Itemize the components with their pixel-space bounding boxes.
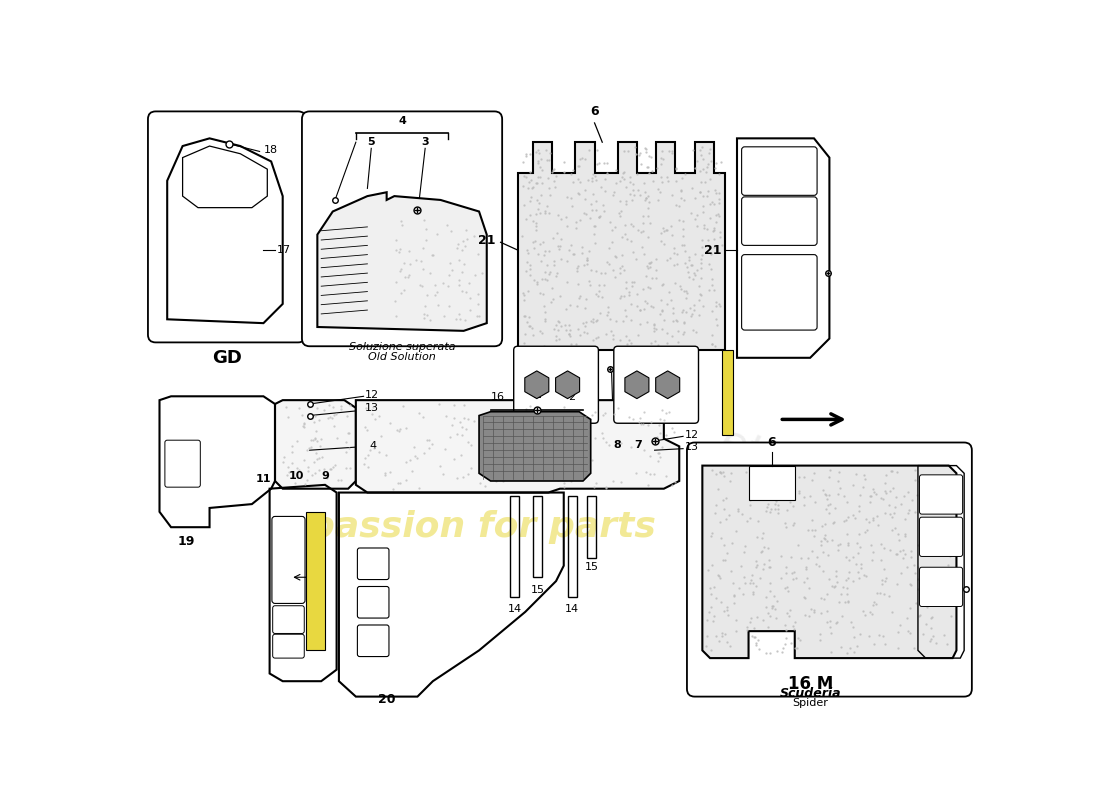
Text: 14: 14 (565, 604, 580, 614)
FancyBboxPatch shape (165, 440, 200, 487)
Text: etiuda85: etiuda85 (712, 420, 909, 542)
Polygon shape (703, 466, 957, 658)
Text: 19: 19 (178, 535, 195, 548)
FancyBboxPatch shape (301, 111, 502, 346)
Text: Old Solution: Old Solution (368, 353, 436, 362)
Polygon shape (517, 142, 726, 350)
Text: 3: 3 (421, 138, 429, 147)
FancyBboxPatch shape (514, 346, 598, 423)
Text: 11: 11 (255, 474, 271, 484)
Text: 17: 17 (277, 245, 292, 255)
Text: 6: 6 (591, 105, 598, 118)
Polygon shape (722, 350, 733, 435)
Text: 16: 16 (492, 393, 505, 402)
Text: a passion for parts: a passion for parts (272, 510, 656, 544)
FancyBboxPatch shape (358, 625, 389, 657)
Text: 7: 7 (578, 438, 585, 449)
FancyBboxPatch shape (741, 254, 817, 330)
FancyBboxPatch shape (920, 517, 962, 557)
Text: 15: 15 (530, 585, 544, 595)
Text: GD: GD (212, 349, 242, 366)
Polygon shape (656, 371, 680, 398)
Text: Spider: Spider (792, 698, 828, 708)
FancyBboxPatch shape (358, 548, 389, 579)
Text: Soluzione superata: Soluzione superata (349, 342, 455, 352)
Polygon shape (356, 400, 680, 493)
Text: 13: 13 (684, 442, 699, 452)
Text: 14: 14 (507, 604, 521, 614)
FancyBboxPatch shape (741, 197, 817, 246)
Text: 13: 13 (365, 403, 380, 413)
Text: 20: 20 (378, 693, 395, 706)
Text: 4: 4 (398, 117, 406, 126)
Polygon shape (625, 371, 649, 398)
Text: 9: 9 (321, 470, 329, 481)
Text: 2: 2 (568, 393, 575, 402)
FancyBboxPatch shape (686, 442, 972, 697)
Polygon shape (749, 466, 794, 500)
Polygon shape (480, 412, 591, 481)
Text: 10: 10 (289, 470, 305, 481)
Text: 1: 1 (532, 388, 541, 401)
Polygon shape (525, 371, 549, 398)
Polygon shape (275, 400, 356, 489)
FancyBboxPatch shape (920, 475, 962, 514)
FancyBboxPatch shape (272, 517, 305, 603)
Text: 18: 18 (264, 145, 277, 155)
Text: 4: 4 (368, 442, 376, 451)
FancyBboxPatch shape (741, 147, 817, 195)
Text: Scuderia: Scuderia (780, 687, 840, 700)
Polygon shape (306, 512, 326, 650)
Polygon shape (556, 371, 580, 398)
Text: 5: 5 (367, 138, 375, 147)
FancyBboxPatch shape (273, 606, 305, 634)
FancyBboxPatch shape (920, 567, 962, 606)
FancyBboxPatch shape (614, 346, 698, 423)
Polygon shape (318, 192, 486, 331)
Text: 21: 21 (478, 234, 496, 247)
Text: 7: 7 (635, 440, 642, 450)
FancyBboxPatch shape (358, 586, 389, 618)
Text: 16 M: 16 M (788, 675, 833, 693)
Text: 21: 21 (704, 243, 722, 257)
Text: 12: 12 (684, 430, 699, 440)
Text: 6: 6 (768, 436, 776, 449)
Text: 12: 12 (365, 390, 380, 400)
Text: 15: 15 (584, 562, 598, 572)
FancyBboxPatch shape (147, 111, 306, 342)
Text: 8: 8 (614, 440, 622, 450)
FancyBboxPatch shape (273, 634, 305, 658)
